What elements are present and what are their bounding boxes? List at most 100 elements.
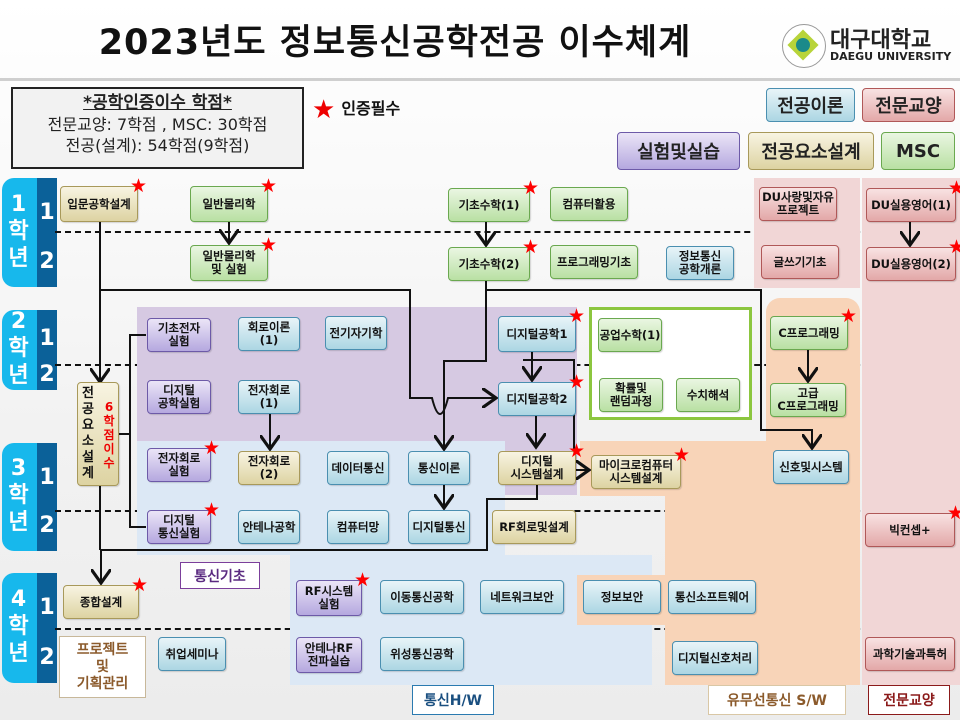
course-adv-c[interactable]: 고급 C프로그래밍 bbox=[770, 383, 846, 417]
legend-major-theory: 전공이론 bbox=[766, 88, 855, 122]
region-sw bbox=[766, 298, 860, 685]
course-digital-lab[interactable]: 디지털 공학실험 bbox=[147, 380, 211, 414]
course-dsp[interactable]: 디지털신호처리 bbox=[672, 641, 758, 675]
legend-msc: MSC bbox=[881, 132, 955, 170]
course-antenna-rf-lab[interactable]: 안테나RF 전파실습 bbox=[296, 637, 362, 673]
course-elec-lab[interactable]: 기초전자 실험 bbox=[147, 318, 211, 352]
course-numerical[interactable]: 수치해석 bbox=[676, 378, 740, 412]
course-patent[interactable]: 과학기술과특허 bbox=[865, 637, 955, 671]
course-computer-use[interactable]: 컴퓨터활용 bbox=[550, 187, 628, 221]
course-elec-circuit-lab[interactable]: 전자회로 실험 ★ bbox=[147, 439, 220, 482]
semester-number: 2 bbox=[39, 362, 55, 387]
course-label: 마이크로컴퓨터 시스템설계 bbox=[598, 458, 674, 485]
course-info-sec[interactable]: 정보보안 bbox=[583, 580, 661, 614]
course-prob[interactable]: 확률및 랜덤과정 bbox=[599, 378, 663, 412]
course-em[interactable]: 전기자기학 bbox=[325, 316, 387, 350]
course-label: 디지털공학1 bbox=[506, 326, 568, 341]
course-label: 확률및 랜덤과정 bbox=[609, 381, 653, 408]
course-label: 고급 C프로그래밍 bbox=[777, 386, 839, 413]
course-label: 통신소프트웨어 bbox=[674, 589, 750, 604]
course-label: 전 공 요 소 설 계 bbox=[82, 386, 94, 481]
course-label: 안테나공학 bbox=[242, 519, 296, 534]
course-job-seminar[interactable]: 취업세미나 bbox=[158, 637, 226, 671]
course-label: 과학기술과특허 bbox=[872, 646, 948, 661]
course-math2[interactable]: 기초수학(2) ★ bbox=[448, 238, 539, 281]
required-star-icon: ★ bbox=[839, 305, 857, 327]
course-physics-lab[interactable]: 일반물리학 및 실험 ★ bbox=[190, 236, 277, 281]
course-physics[interactable]: 일반물리학 ★ bbox=[190, 177, 277, 222]
course-label: DU사랑및자유 프로젝트 bbox=[762, 190, 834, 217]
course-digital1[interactable]: 디지털공학1 ★ bbox=[498, 307, 585, 352]
course-label: 디지털신호처리 bbox=[677, 650, 753, 665]
course-intro-design[interactable]: 입문공학설계 ★ bbox=[60, 177, 147, 222]
year-number: 1 학 년 bbox=[8, 191, 29, 271]
course-big-concept[interactable]: 빅컨셉+ ★ bbox=[865, 504, 960, 547]
course-label: 기초수학(2) bbox=[458, 256, 520, 271]
year-number: 4 학 년 bbox=[8, 587, 29, 666]
course-prog-basic[interactable]: 프로그래밍기초 bbox=[550, 245, 638, 279]
course-digicomm-lab[interactable]: 디지털 통신실험 ★ bbox=[147, 501, 220, 544]
course-label: RF회로및설계 bbox=[499, 519, 569, 534]
course-rf-circuit[interactable]: RF회로및설계 bbox=[492, 510, 576, 544]
course-micro[interactable]: 마이크로컴퓨터 시스템설계 ★ bbox=[591, 446, 690, 489]
course-label: C프로그래밍 bbox=[778, 325, 840, 340]
course-math1[interactable]: 기초수학(1) ★ bbox=[448, 179, 539, 222]
course-ice-intro[interactable]: 정보통신 공학개론 bbox=[666, 246, 734, 280]
required-label: 인증필수 bbox=[341, 99, 401, 118]
semester-number: 2 bbox=[39, 248, 55, 274]
year-number: 2 학 년 bbox=[8, 309, 29, 388]
course-rf-lab[interactable]: RF시스템 실험 ★ bbox=[296, 571, 371, 616]
course-data-comm[interactable]: 데이터통신 bbox=[327, 451, 389, 485]
course-electronics2[interactable]: 전자회로(2) bbox=[238, 451, 300, 485]
required-star-icon: ★ bbox=[353, 569, 371, 591]
course-comm-theory[interactable]: 통신이론 bbox=[408, 451, 470, 485]
course-du-eng1[interactable]: DU실용영어(1) ★ bbox=[866, 179, 960, 222]
course-signals[interactable]: 신호및시스템 bbox=[773, 450, 849, 484]
course-digital2[interactable]: 디지털공학2 ★ bbox=[498, 373, 585, 416]
required-star-icon: ★ bbox=[202, 437, 220, 459]
credits-line2: 전공(설계): 54학점(9학점) bbox=[65, 136, 250, 155]
required-legend: ★ 인증필수 bbox=[312, 95, 400, 125]
course-network[interactable]: 컴퓨터망 bbox=[327, 510, 389, 544]
course-label: DU실용영어(2) bbox=[871, 256, 951, 271]
course-capstone[interactable]: 종합설계 ★ bbox=[63, 576, 148, 619]
course-writing[interactable]: 글쓰기기초 bbox=[761, 245, 839, 279]
logo-name-en: DAEGU UNIVERSITY bbox=[830, 50, 952, 63]
required-star-icon: ★ bbox=[129, 175, 147, 197]
required-star-icon: ★ bbox=[567, 305, 585, 327]
course-label: 기초수학(1) bbox=[458, 197, 520, 212]
course-label: 위성통신공학 bbox=[390, 646, 454, 661]
course-label: 정보보안 bbox=[600, 589, 644, 604]
credits-line1: 전문교양: 7학점 , MSC: 30학점 bbox=[47, 115, 268, 134]
course-digicomm[interactable]: 디지털통신 bbox=[408, 510, 470, 544]
course-du-eng2[interactable]: DU실용영어(2) ★ bbox=[866, 238, 960, 281]
course-label: 일반물리학 bbox=[202, 196, 256, 211]
course-c-prog[interactable]: C프로그래밍 ★ bbox=[770, 307, 857, 350]
course-du-love[interactable]: DU사랑및자유 프로젝트 bbox=[759, 187, 837, 221]
course-label: 회로이론(1) bbox=[247, 320, 291, 347]
logo-name-kr: 대구대학교 bbox=[830, 28, 932, 53]
course-label: 글쓰기기초 bbox=[773, 254, 827, 269]
course-electronics1[interactable]: 전자회로(1) bbox=[238, 380, 300, 414]
course-comm-sw[interactable]: 통신소프트웨어 bbox=[668, 580, 756, 614]
course-label: 디지털통신 bbox=[412, 519, 466, 534]
course-circuit1[interactable]: 회로이론(1) bbox=[238, 317, 300, 351]
course-eng-math1[interactable]: 공업수학(1) bbox=[598, 318, 662, 352]
course-digital-sys[interactable]: 디지털 시스템설계 ★ bbox=[498, 442, 585, 485]
course-major-design[interactable]: 전 공 요 소 설 계 bbox=[77, 382, 119, 486]
course-label: 신호및시스템 bbox=[779, 459, 843, 474]
required-star-icon: ★ bbox=[567, 371, 585, 393]
course-net-sec[interactable]: 네트워크보안 bbox=[480, 580, 564, 614]
course-satellite[interactable]: 위성통신공학 bbox=[380, 637, 464, 671]
group-comm-hw: 통신H/W bbox=[412, 685, 494, 715]
semester-number: 1 bbox=[39, 199, 55, 225]
course-mobile[interactable]: 이동통신공학 bbox=[380, 580, 464, 614]
course-label: 전자회로 실험 bbox=[157, 451, 201, 478]
course-antenna[interactable]: 안테나공학 bbox=[238, 510, 300, 544]
